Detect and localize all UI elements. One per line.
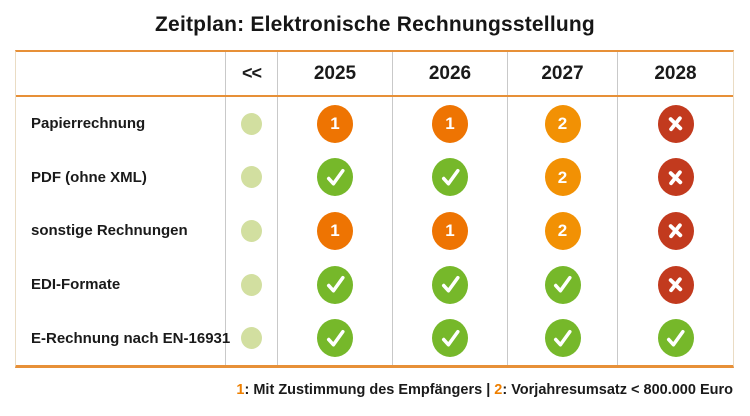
year-cell-2025 xyxy=(278,150,393,205)
year-cell-2028 xyxy=(618,151,733,205)
not-allowed-x-icon xyxy=(657,158,694,197)
past-status-cell xyxy=(226,204,278,258)
column-header-2028: 2028 xyxy=(654,62,697,84)
column-header-2026: 2026 xyxy=(393,52,508,95)
row-label: EDI-Formate xyxy=(16,257,226,312)
row-label: Papierrechnung xyxy=(16,97,226,151)
year-cell-2028 xyxy=(618,97,733,151)
column-header-2027: 2027 xyxy=(508,52,618,95)
condition-2-marker: 2 xyxy=(544,211,581,250)
table-row: PDF (ohne XML) 2 xyxy=(16,150,733,205)
row-label: sonstige Rechnungen xyxy=(16,204,226,258)
legend-footnote: 1: Mit Zustimmung des Empfängers | 2: Vo… xyxy=(236,382,733,398)
year-cell-2027 xyxy=(508,311,618,365)
allowed-check-icon xyxy=(432,265,468,304)
row-label: E-Rechnung nach EN-16931 xyxy=(16,311,230,365)
past-status-dot-icon xyxy=(241,327,262,350)
schedule-table: << 2025 2026 2027 2028 Papierrechnung 1 1 2… xyxy=(15,50,734,368)
condition-2-marker: 2 xyxy=(544,158,581,197)
condition-1-marker: 1 xyxy=(317,211,353,250)
table-body: Papierrechnung 1 1 2 PDF (ohne XML) 2 sonstige… xyxy=(16,97,733,365)
year-cell-2027: 2 xyxy=(508,97,618,151)
column-header-empty xyxy=(16,52,226,95)
condition-1-marker: 1 xyxy=(432,211,468,250)
year-cell-2026: 1 xyxy=(393,204,508,258)
allowed-check-icon xyxy=(544,265,581,304)
year-cell-2028 xyxy=(618,258,733,312)
year-cell-2026 xyxy=(393,311,508,365)
year-cell-2026 xyxy=(393,150,508,205)
not-allowed-x-icon xyxy=(657,104,694,143)
year-cell-2028 xyxy=(618,204,733,258)
past-status-cell xyxy=(226,311,278,365)
allowed-check-icon xyxy=(317,265,353,304)
year-cell-2026: 1 xyxy=(393,97,508,151)
past-status-cell xyxy=(226,150,278,205)
year-cell-2027: 2 xyxy=(508,204,618,258)
year-cell-2025: 1 xyxy=(278,97,393,151)
past-status-dot-icon xyxy=(241,166,262,189)
legend-text-2: : Vorjahresumsatz < 800.000 Euro xyxy=(502,382,733,398)
page-title: Zeitplan: Elektronische Rechnungsstellun… xyxy=(155,13,595,36)
table-row: sonstige Rechnungen 1 1 2 xyxy=(16,204,733,258)
allowed-check-icon xyxy=(317,319,353,358)
legend-marker-1: 1 xyxy=(236,382,245,398)
allowed-check-icon xyxy=(432,158,468,197)
condition-1-marker: 1 xyxy=(317,104,353,143)
legend-text-1: : Mit Zustimmung des Empfängers xyxy=(244,382,487,398)
allowed-check-icon xyxy=(317,158,353,197)
year-cell-2026 xyxy=(393,257,508,312)
column-header-2025: 2025 xyxy=(278,52,393,95)
year-cell-2027 xyxy=(508,257,618,312)
year-cell-2025 xyxy=(278,257,393,312)
column-header-past: << xyxy=(226,52,278,95)
legend-separator: | xyxy=(486,382,495,398)
not-allowed-x-icon xyxy=(657,265,694,304)
table-header-row: << 2025 2026 2027 2028 xyxy=(16,52,733,97)
year-cell-2025: 1 xyxy=(278,204,393,258)
table-row: E-Rechnung nach EN-16931 xyxy=(16,311,733,365)
year-cell-2025 xyxy=(278,311,393,365)
row-label: PDF (ohne XML) xyxy=(16,150,226,205)
year-cell-2028 xyxy=(618,311,733,365)
allowed-check-icon xyxy=(544,319,581,358)
legend-marker-2: 2 xyxy=(494,382,503,398)
past-status-dot-icon xyxy=(241,112,262,135)
condition-2-marker: 2 xyxy=(544,104,581,143)
past-status-cell xyxy=(226,257,278,312)
past-status-dot-icon xyxy=(241,273,262,296)
past-status-dot-icon xyxy=(241,219,262,242)
condition-1-marker: 1 xyxy=(432,104,468,143)
year-cell-2027: 2 xyxy=(508,150,618,205)
table-row: EDI-Formate xyxy=(16,257,733,312)
allowed-check-icon xyxy=(432,319,468,358)
not-allowed-x-icon xyxy=(657,211,694,250)
past-status-cell xyxy=(226,97,278,151)
table-row: Papierrechnung 1 1 2 xyxy=(16,97,733,151)
allowed-check-icon xyxy=(657,319,694,358)
